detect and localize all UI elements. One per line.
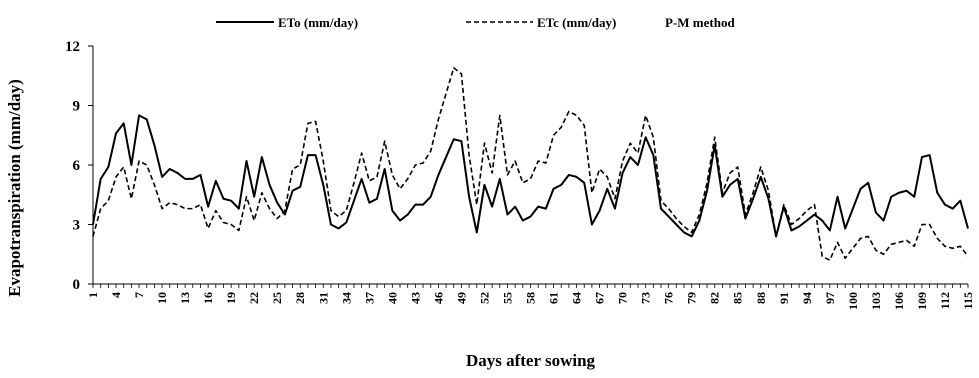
x-tick-label: 85: [731, 292, 745, 304]
y-tick-label: 3: [73, 218, 81, 234]
x-tick-label: 67: [593, 292, 607, 304]
x-tick-label: 16: [201, 292, 215, 304]
y-axis-ticks: 0 3 6 9 12: [65, 39, 93, 293]
x-tick-label: 40: [385, 292, 399, 304]
x-tick-label: 88: [754, 292, 768, 304]
x-tick-label: 19: [224, 292, 238, 304]
x-tick-label: 25: [270, 292, 284, 304]
x-tick-label: 91: [777, 292, 791, 304]
x-tick-label: 22: [247, 292, 261, 304]
legend: ETo (mm/day) ETc (mm/day) P-M method: [216, 15, 735, 30]
x-tick-label: 109: [915, 292, 929, 310]
x-tick-label: 76: [662, 292, 676, 304]
x-tick-label: 46: [431, 292, 445, 304]
x-tick-label: 37: [362, 292, 376, 304]
x-tick-label: 43: [408, 292, 422, 304]
x-tick-label: 97: [823, 292, 837, 304]
y-tick-label: 12: [65, 39, 80, 55]
x-tick-label: 70: [616, 292, 630, 304]
x-tick-label: 115: [961, 292, 975, 309]
x-tick-label: 7: [132, 292, 146, 298]
series-line-etc: [92, 67, 969, 262]
x-tick-label: 52: [477, 292, 491, 304]
legend-label-etc: ETc (mm/day): [537, 15, 616, 30]
x-tick-label: 100: [846, 292, 860, 310]
x-tick-label: 4: [109, 292, 123, 298]
x-tick-label: 31: [316, 292, 330, 304]
x-tick-label: 112: [938, 292, 952, 309]
x-tick-label: 106: [892, 292, 906, 310]
y-axis-title: Evapotranspiration (mm/day): [5, 79, 24, 297]
x-tick-label: 55: [500, 292, 514, 304]
x-tick-label: 13: [178, 292, 192, 304]
y-tick-label: 9: [73, 99, 81, 115]
y-tick-label: 6: [73, 158, 81, 174]
x-tick-label: 64: [570, 292, 584, 304]
x-axis-title: Days after sowing: [466, 351, 596, 370]
x-axis-ticks: 1 4 7 10 13 16 19 22 25 28 31 34 37 40 43 46 49 52 55 58 61 6…: [86, 284, 975, 310]
x-tick-label: 94: [800, 292, 814, 304]
x-tick-label: 34: [339, 292, 353, 304]
x-tick-label: 28: [293, 292, 307, 304]
series-layer: [92, 67, 969, 262]
x-tick-label: 73: [639, 292, 653, 304]
legend-label-eto: ETo (mm/day): [278, 15, 358, 30]
x-tick-label: 79: [685, 292, 699, 304]
x-tick-label: 1: [86, 292, 100, 298]
x-tick-label: 82: [708, 292, 722, 304]
x-tick-label: 61: [547, 292, 561, 304]
x-tick-label: 10: [155, 292, 169, 304]
series-line-eto: [92, 114, 969, 238]
x-tick-label: 49: [454, 292, 468, 304]
x-tick-label: 103: [869, 292, 883, 310]
x-tick-label: 58: [524, 292, 538, 304]
y-tick-label: 0: [73, 277, 81, 293]
legend-method-note: P-M method: [665, 15, 735, 30]
